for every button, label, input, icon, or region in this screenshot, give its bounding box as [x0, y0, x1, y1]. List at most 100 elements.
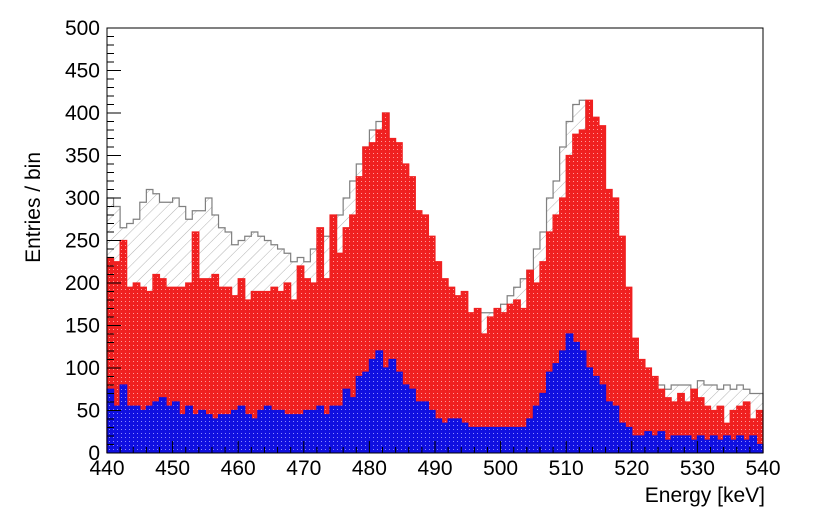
y-tick-label: 350 — [65, 145, 100, 168]
histogram-bar — [559, 351, 567, 453]
histogram-bar — [756, 410, 764, 453]
histogram-bar — [572, 342, 580, 453]
histogram-bar — [539, 393, 547, 453]
histogram-bar — [494, 308, 501, 453]
histogram-bar — [631, 338, 639, 453]
histogram-bar — [244, 414, 252, 453]
x-tick-label: 440 — [89, 457, 124, 480]
histogram-bar — [330, 406, 337, 453]
y-tick-label: 300 — [65, 187, 100, 210]
series-red-dotted — [106, 99, 764, 453]
histogram-bar — [133, 283, 141, 453]
histogram-bar — [323, 414, 331, 453]
histogram-bar — [664, 397, 672, 453]
x-tick-label: 470 — [286, 457, 321, 480]
histogram-bar — [612, 198, 619, 453]
histogram-bar — [225, 414, 232, 453]
histogram-bar — [487, 317, 495, 453]
histogram-bar — [546, 232, 554, 453]
histogram-bar — [625, 427, 633, 453]
histogram-bar — [638, 436, 646, 453]
histogram-bar — [474, 308, 482, 453]
histogram-bar — [290, 414, 298, 453]
histogram-bar — [572, 134, 580, 453]
histogram-bar — [631, 436, 639, 453]
histogram-bar — [225, 287, 232, 453]
histogram-bar — [730, 410, 738, 453]
histogram-bar — [277, 410, 285, 453]
histogram-bar — [264, 406, 272, 453]
histogram-bar — [467, 427, 475, 453]
histogram-bar — [500, 312, 508, 453]
histogram-bar — [179, 287, 187, 453]
x-tick-label: 450 — [155, 457, 190, 480]
x-tick-label: 540 — [745, 457, 780, 480]
histogram-bar — [343, 227, 351, 453]
histogram-bar — [152, 402, 160, 453]
histogram-bar — [139, 287, 147, 453]
histogram-bar — [238, 406, 246, 453]
histogram-bar — [690, 389, 698, 453]
histogram-bar — [310, 410, 318, 453]
histogram-bar — [389, 359, 396, 453]
histogram-bar — [238, 278, 246, 453]
histogram-bar — [159, 397, 167, 453]
histogram-bar — [625, 287, 633, 453]
histogram-bar — [520, 427, 528, 453]
histogram-bar — [730, 440, 738, 453]
histogram-bar — [585, 368, 593, 453]
histogram-bar — [185, 283, 193, 453]
histogram-bar — [257, 291, 265, 453]
histogram-bar — [474, 427, 482, 453]
y-tick-label: 200 — [65, 272, 100, 295]
histogram-bar — [566, 334, 574, 453]
histogram-bar — [658, 431, 665, 453]
histogram-bar — [717, 406, 724, 453]
histogram-bar — [192, 414, 200, 453]
histogram-bar — [428, 236, 436, 453]
histogram-bar — [271, 410, 278, 453]
histogram-bar — [749, 436, 757, 453]
histogram-bar — [251, 291, 259, 453]
histogram-bar — [644, 431, 652, 453]
y-tick-label: 100 — [65, 357, 100, 380]
histogram-bar — [244, 300, 252, 453]
histogram-bar — [297, 266, 305, 453]
histogram-bar — [605, 189, 613, 453]
histogram-bar — [756, 444, 764, 453]
histogram-bar — [421, 215, 429, 453]
histogram-bar — [461, 291, 469, 453]
histogram-bar — [415, 402, 423, 453]
histogram-bar — [316, 227, 324, 453]
histogram-bar — [205, 414, 213, 453]
histogram-bar — [277, 291, 285, 453]
histogram-bar — [343, 389, 351, 453]
histogram-bar — [507, 304, 515, 453]
histogram-bar — [703, 440, 711, 453]
histogram-bar — [599, 385, 606, 453]
histogram-bar — [520, 308, 528, 453]
histogram-bar — [454, 419, 462, 453]
histogram-bar — [697, 397, 705, 453]
histogram-bar — [316, 406, 324, 453]
histogram-bar — [395, 372, 403, 453]
y-tick-label: 400 — [65, 102, 100, 125]
series-blue-dotted — [106, 333, 764, 453]
histogram-bar — [513, 427, 521, 453]
x-tick-label: 490 — [417, 457, 452, 480]
histogram-bar — [533, 406, 541, 453]
histogram-bar — [743, 402, 751, 453]
histogram-bar — [703, 406, 711, 453]
histogram-bar — [743, 440, 751, 453]
histogram-bar — [494, 427, 501, 453]
histogram-bar — [526, 270, 534, 453]
histogram-bar — [382, 113, 390, 453]
histogram-bar — [677, 436, 685, 453]
y-axis-title: Entries / bin — [22, 152, 45, 263]
series-outline — [106, 99, 764, 453]
histogram-bar — [435, 419, 442, 453]
histogram-bar — [349, 397, 357, 453]
histogram-bar — [480, 427, 488, 453]
histogram-bar — [566, 155, 574, 453]
histogram-bar — [671, 436, 679, 453]
